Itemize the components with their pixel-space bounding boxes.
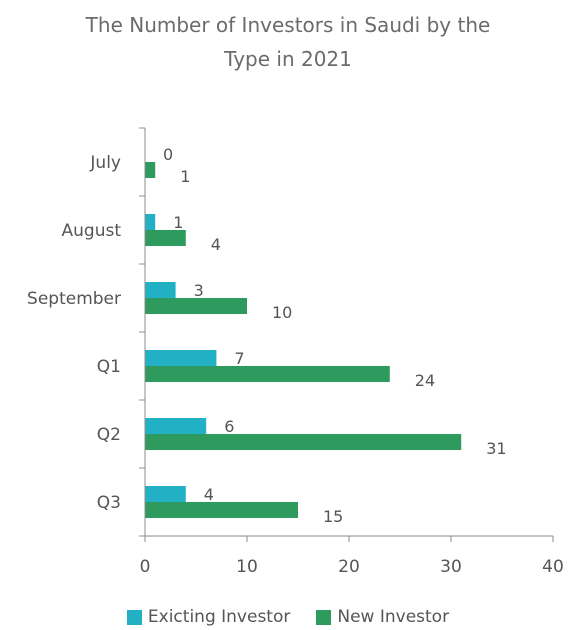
chart-title-line-2: Type in 2021 <box>224 47 352 71</box>
data-label-existing: 7 <box>234 349 244 368</box>
category-label: August <box>62 221 122 241</box>
bar-existing <box>145 282 176 298</box>
bar-new <box>145 230 186 246</box>
chart-title-line-1: The Number of Investors in Saudi by the <box>85 13 491 37</box>
bar-existing <box>145 418 207 434</box>
bar-existing <box>145 486 186 502</box>
bar-new <box>145 434 462 450</box>
legend-label-new: New Investor <box>337 607 450 627</box>
bar-new <box>145 502 298 518</box>
x-tick-label: 20 <box>338 557 360 577</box>
bar-new <box>145 162 156 178</box>
category-label: Q2 <box>97 425 121 445</box>
x-tick-label: 0 <box>140 557 151 577</box>
category-label: Q3 <box>97 493 121 513</box>
category-label: September <box>27 289 121 309</box>
legend-swatch-existing <box>126 609 142 625</box>
data-label-new: 31 <box>486 439 506 458</box>
bar-existing <box>145 350 217 366</box>
category-label: Q1 <box>97 357 121 377</box>
data-label-new: 10 <box>272 303 292 322</box>
x-tick-label: 30 <box>440 557 462 577</box>
data-label-new: 1 <box>180 167 190 186</box>
bar-new <box>145 366 390 382</box>
x-tick-label: 10 <box>236 557 258 577</box>
data-label-new: 15 <box>323 507 343 526</box>
legend: Exicting Investor New Investor <box>0 607 576 627</box>
legend-swatch-new <box>316 609 332 625</box>
data-label-new: 24 <box>415 371 435 390</box>
category-label: July <box>89 153 121 173</box>
legend-item-existing: Exicting Investor <box>126 607 291 627</box>
x-tick-label: 40 <box>542 557 564 577</box>
legend-item-new: New Investor <box>316 607 449 627</box>
data-label-existing: 6 <box>224 417 234 436</box>
data-label-existing: 3 <box>194 281 204 300</box>
bar-existing <box>145 214 156 230</box>
data-label-existing: 4 <box>204 485 214 504</box>
data-label-existing: 0 <box>163 145 173 164</box>
chart-title: The Number of Investors in Saudi by the … <box>0 8 576 76</box>
data-label-new: 4 <box>211 235 221 254</box>
bar-new <box>145 298 247 314</box>
legend-label-existing: Exicting Investor <box>147 607 291 627</box>
data-label-existing: 1 <box>173 213 183 232</box>
